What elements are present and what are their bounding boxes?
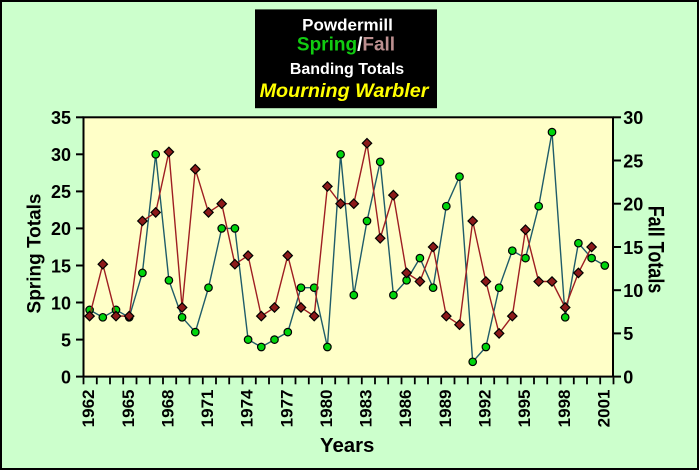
svg-text:1965: 1965: [119, 390, 138, 428]
svg-text:25: 25: [51, 182, 71, 202]
svg-text:Years: Years: [320, 435, 374, 457]
svg-text:1971: 1971: [198, 390, 217, 428]
svg-text:1995: 1995: [515, 390, 534, 428]
svg-text:1977: 1977: [277, 390, 296, 428]
svg-text:Spring Totals: Spring Totals: [25, 194, 46, 314]
svg-text:1968: 1968: [159, 390, 178, 428]
svg-text:15: 15: [51, 256, 71, 276]
svg-text:30: 30: [623, 108, 643, 128]
svg-text:Fall Totals: Fall Totals: [643, 206, 667, 294]
svg-text:1974: 1974: [238, 389, 257, 427]
svg-text:1986: 1986: [396, 390, 415, 428]
svg-text:25: 25: [623, 151, 643, 171]
svg-text:1998: 1998: [555, 390, 574, 428]
svg-text:1983: 1983: [357, 390, 376, 428]
svg-text:2001: 2001: [594, 390, 613, 428]
svg-text:0: 0: [623, 367, 633, 387]
svg-text:5: 5: [61, 330, 71, 350]
svg-text:10: 10: [623, 281, 643, 301]
svg-text:30: 30: [51, 145, 71, 165]
svg-text:Banding Totals: Banding Totals: [290, 61, 404, 78]
svg-text:10: 10: [51, 293, 71, 313]
svg-text:Spring/Fall: Spring/Fall: [297, 35, 395, 56]
svg-text:Mourning Warbler: Mourning Warbler: [260, 80, 430, 102]
svg-text:0: 0: [61, 367, 71, 387]
svg-text:5: 5: [623, 324, 633, 344]
svg-text:15: 15: [623, 238, 643, 258]
svg-text:1989: 1989: [436, 390, 455, 428]
svg-text:1980: 1980: [317, 390, 336, 428]
svg-text:1992: 1992: [476, 390, 495, 428]
svg-text:20: 20: [623, 195, 643, 215]
svg-text:20: 20: [51, 219, 71, 239]
svg-text:1962: 1962: [79, 390, 98, 428]
svg-text:Powdermill: Powdermill: [302, 16, 393, 35]
svg-text:35: 35: [51, 108, 71, 128]
